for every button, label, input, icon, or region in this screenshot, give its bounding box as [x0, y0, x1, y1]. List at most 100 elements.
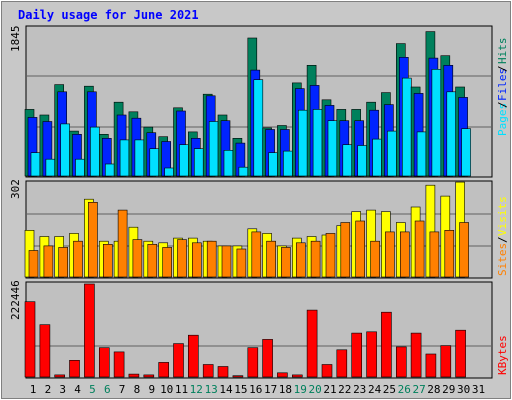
pages-bar-day-29 — [446, 91, 457, 177]
x-tick-label: 20 — [308, 383, 321, 396]
svg-text:/: / — [496, 65, 509, 72]
pages-bar-day-12 — [194, 148, 204, 177]
pages-bar-day-16 — [253, 79, 264, 177]
pages-bar-day-22 — [342, 144, 353, 177]
pages-bar-day-26 — [401, 77, 412, 177]
x-tick-label: 17 — [264, 383, 277, 396]
kbytes-bar-day-28 — [425, 353, 437, 378]
x-tick-label: 23 — [353, 383, 366, 396]
sites-bar-day-28 — [429, 231, 440, 278]
x-tick-label: 13 — [205, 383, 218, 396]
legend-pages: Pages — [496, 103, 509, 136]
kbytes-bar-day-5 — [84, 283, 95, 378]
kbytes-bar-day-20 — [306, 309, 318, 378]
x-tick-label: 5 — [89, 383, 96, 396]
x-tick-label: 16 — [249, 383, 262, 396]
pages-bar-day-13 — [208, 121, 219, 177]
pages-bar-day-21 — [327, 120, 338, 177]
sites-bar-day-16 — [251, 231, 262, 278]
sites-bar-day-24 — [370, 240, 380, 278]
x-tick-label: 28 — [427, 383, 440, 396]
x-axis-labels: 1 2 3 4 5 6 7 8 9 10 11 12 13 14 15 16 17 18 19 20 21 22 23 24 2… — [30, 383, 485, 396]
pages-bar-day-11 — [179, 144, 189, 177]
bars-layer — [24, 31, 471, 378]
kbytes-bar-day-24 — [366, 331, 377, 378]
pages-bar-day-24 — [372, 138, 382, 177]
sites-bar-day-2 — [43, 245, 54, 278]
pages-bar-day-4 — [75, 158, 85, 177]
kbytes-bar-day-16 — [247, 347, 259, 378]
sites-bar-day-8 — [132, 239, 143, 278]
panel-kbytes — [25, 281, 493, 379]
sites-bar-day-21 — [325, 233, 336, 278]
pages-bar-day-7 — [119, 139, 130, 177]
x-tick-label: 30 — [457, 383, 470, 396]
kbytes-bar-day-9 — [143, 374, 155, 378]
pages-bar-day-27 — [416, 131, 427, 177]
sites-bar-day-12 — [192, 242, 202, 278]
pages-bar-day-23 — [357, 145, 368, 177]
svg-text:/: / — [496, 101, 509, 108]
x-tick-label: 31 — [472, 383, 485, 396]
kbytes-bar-day-19 — [291, 374, 303, 378]
kbytes-max-label: 222446 — [9, 280, 22, 320]
kbytes-bar-day-25 — [381, 311, 392, 378]
legend-hits: Hits — [496, 38, 509, 65]
kbytes-bar-day-26 — [395, 346, 407, 378]
pages-bar-day-2 — [45, 158, 56, 177]
x-tick-label: 18 — [279, 383, 292, 396]
sites-bar-day-10 — [162, 247, 172, 278]
kbytes-bar-day-6 — [99, 347, 110, 378]
kbytes-bar-day-22 — [336, 349, 348, 378]
kbytes-bar-day-21 — [321, 364, 333, 378]
pages-bar-day-6 — [105, 163, 115, 177]
kbytes-bar-day-7 — [113, 351, 125, 378]
x-tick-label: 10 — [160, 383, 173, 396]
kbytes-bar-day-29 — [440, 345, 452, 378]
pages-bar-day-15 — [238, 166, 249, 177]
sites-bar-day-14 — [221, 245, 232, 278]
pages-bar-day-10 — [164, 167, 174, 177]
kbytes-bar-day-4 — [69, 359, 80, 378]
kbytes-bar-day-10 — [158, 362, 169, 378]
x-tick-label: 3 — [59, 383, 66, 396]
x-tick-label: 8 — [134, 383, 141, 396]
sites-bar-day-19 — [295, 242, 306, 278]
sites-bar-day-3 — [58, 247, 69, 278]
x-tick-label: 6 — [104, 383, 111, 396]
x-tick-label: 7 — [119, 383, 126, 396]
sites-bar-day-23 — [355, 220, 366, 278]
sites-bar-day-15 — [236, 248, 247, 278]
pages-bar-day-14 — [223, 150, 234, 177]
x-tick-label: 29 — [442, 383, 455, 396]
x-tick-label: 11 — [175, 383, 188, 396]
pages-bar-day-1 — [30, 152, 41, 177]
x-tick-label: 27 — [412, 383, 425, 396]
pages-bar-day-19 — [297, 109, 308, 177]
x-tick-label: 9 — [148, 383, 155, 396]
pages-bar-day-25 — [387, 130, 397, 177]
x-tick-label: 24 — [368, 383, 382, 396]
sites-bar-day-30 — [459, 222, 469, 278]
sites-bar-day-5 — [88, 202, 98, 278]
sites-bar-day-1 — [28, 250, 39, 278]
hits-max-label: 1845 — [9, 26, 22, 53]
kbytes-bar-day-8 — [128, 373, 140, 378]
x-tick-label: 1 — [30, 383, 37, 396]
pages-bar-day-20 — [312, 109, 323, 177]
sites-bar-day-17 — [266, 240, 276, 278]
sites-bar-day-26 — [399, 231, 410, 278]
pages-bar-day-9 — [149, 148, 160, 177]
chart-title: Daily usage for June 2021 — [18, 8, 199, 22]
kbytes-bar-day-27 — [410, 332, 422, 378]
sites-bar-day-13 — [206, 240, 217, 278]
x-tick-label: 2 — [45, 383, 52, 396]
x-tick-label: 15 — [234, 383, 247, 396]
pages-bar-day-28 — [431, 69, 442, 177]
svg-text:/: / — [496, 236, 509, 243]
kbytes-bar-day-2 — [39, 324, 51, 378]
x-tick-label: 4 — [74, 383, 81, 396]
sites-bar-day-11 — [177, 239, 187, 278]
pages-bar-day-8 — [134, 139, 145, 177]
